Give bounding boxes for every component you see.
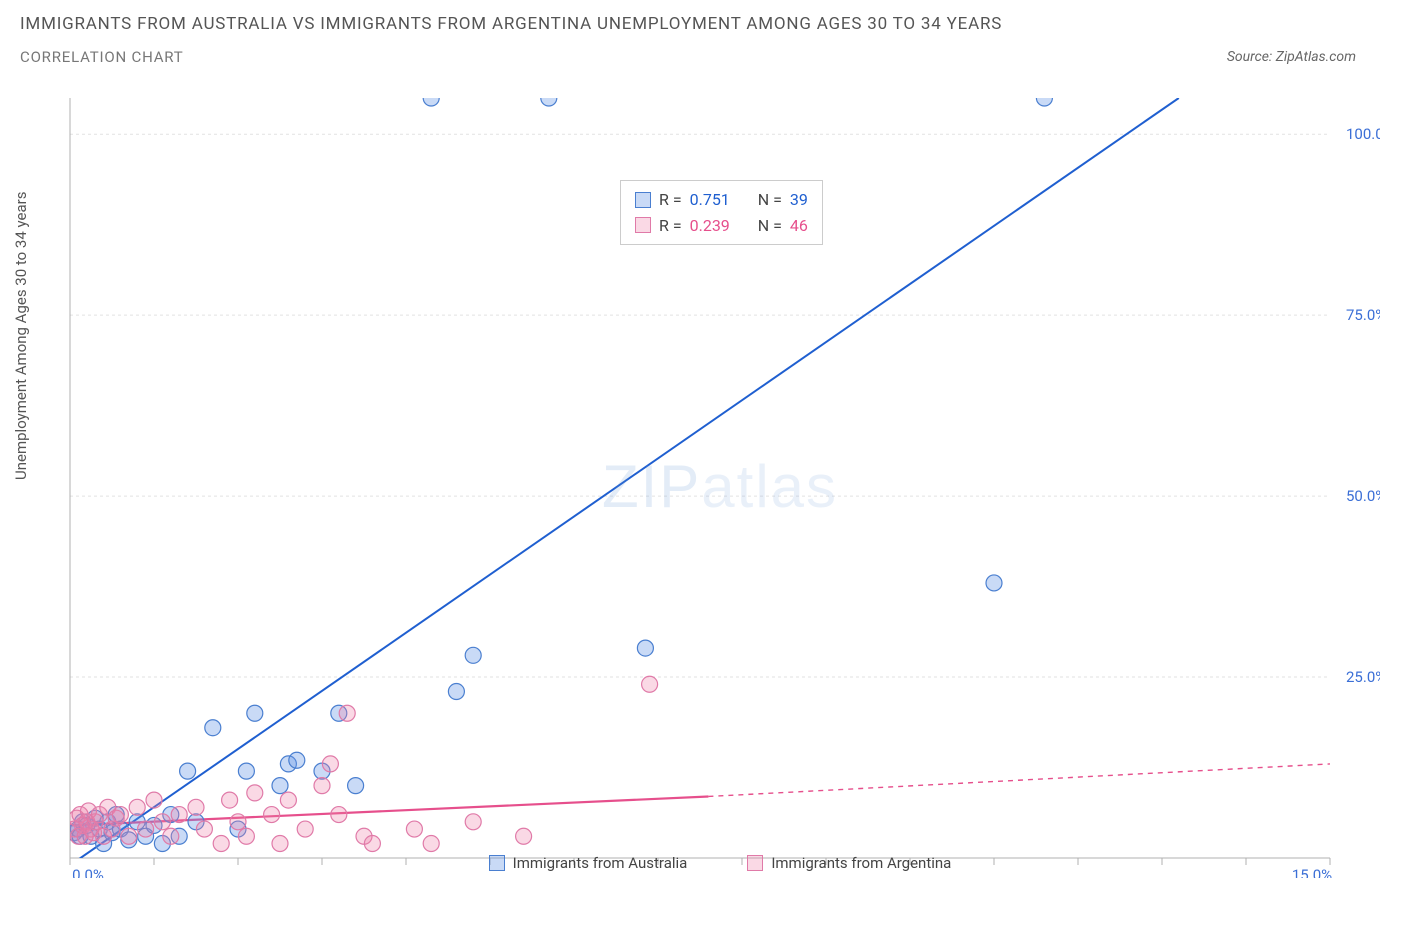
source-text: Source: ZipAtlas.com bbox=[1227, 49, 1386, 65]
chart-subtitle: CORRELATION CHART bbox=[20, 48, 184, 66]
chart-title: IMMIGRANTS FROM AUSTRALIA VS IMMIGRANTS … bbox=[20, 14, 1386, 34]
chart-container: 25.0%50.0%75.0%100.0%0.0%15.0% ZIPatlas … bbox=[60, 88, 1380, 878]
svg-text:100.0%: 100.0% bbox=[1346, 125, 1380, 143]
legend-swatch bbox=[489, 855, 505, 871]
legend-label: Immigrants from Argentina bbox=[771, 854, 951, 872]
legend-label: Immigrants from Australia bbox=[513, 854, 688, 872]
legend-swatch bbox=[747, 855, 763, 871]
title-area: IMMIGRANTS FROM AUSTRALIA VS IMMIGRANTS … bbox=[0, 0, 1406, 66]
y-axis-label: Unemployment Among Ages 30 to 34 years bbox=[12, 192, 30, 480]
svg-text:25.0%: 25.0% bbox=[1346, 668, 1380, 686]
svg-text:50.0%: 50.0% bbox=[1346, 487, 1380, 505]
legend-item: Immigrants from Australia bbox=[489, 854, 688, 872]
svg-text:75.0%: 75.0% bbox=[1346, 306, 1380, 324]
legend-row: R = 0.239 N = 46 bbox=[635, 213, 808, 239]
legend-item: Immigrants from Argentina bbox=[747, 854, 951, 872]
legend-correlation: R = 0.751 N = 39R = 0.239 N = 46 bbox=[620, 180, 823, 245]
legend-swatch bbox=[635, 217, 651, 233]
legend-series: Immigrants from Australia Immigrants from… bbox=[60, 854, 1380, 872]
legend-swatch bbox=[635, 192, 651, 208]
legend-row: R = 0.751 N = 39 bbox=[635, 187, 808, 213]
